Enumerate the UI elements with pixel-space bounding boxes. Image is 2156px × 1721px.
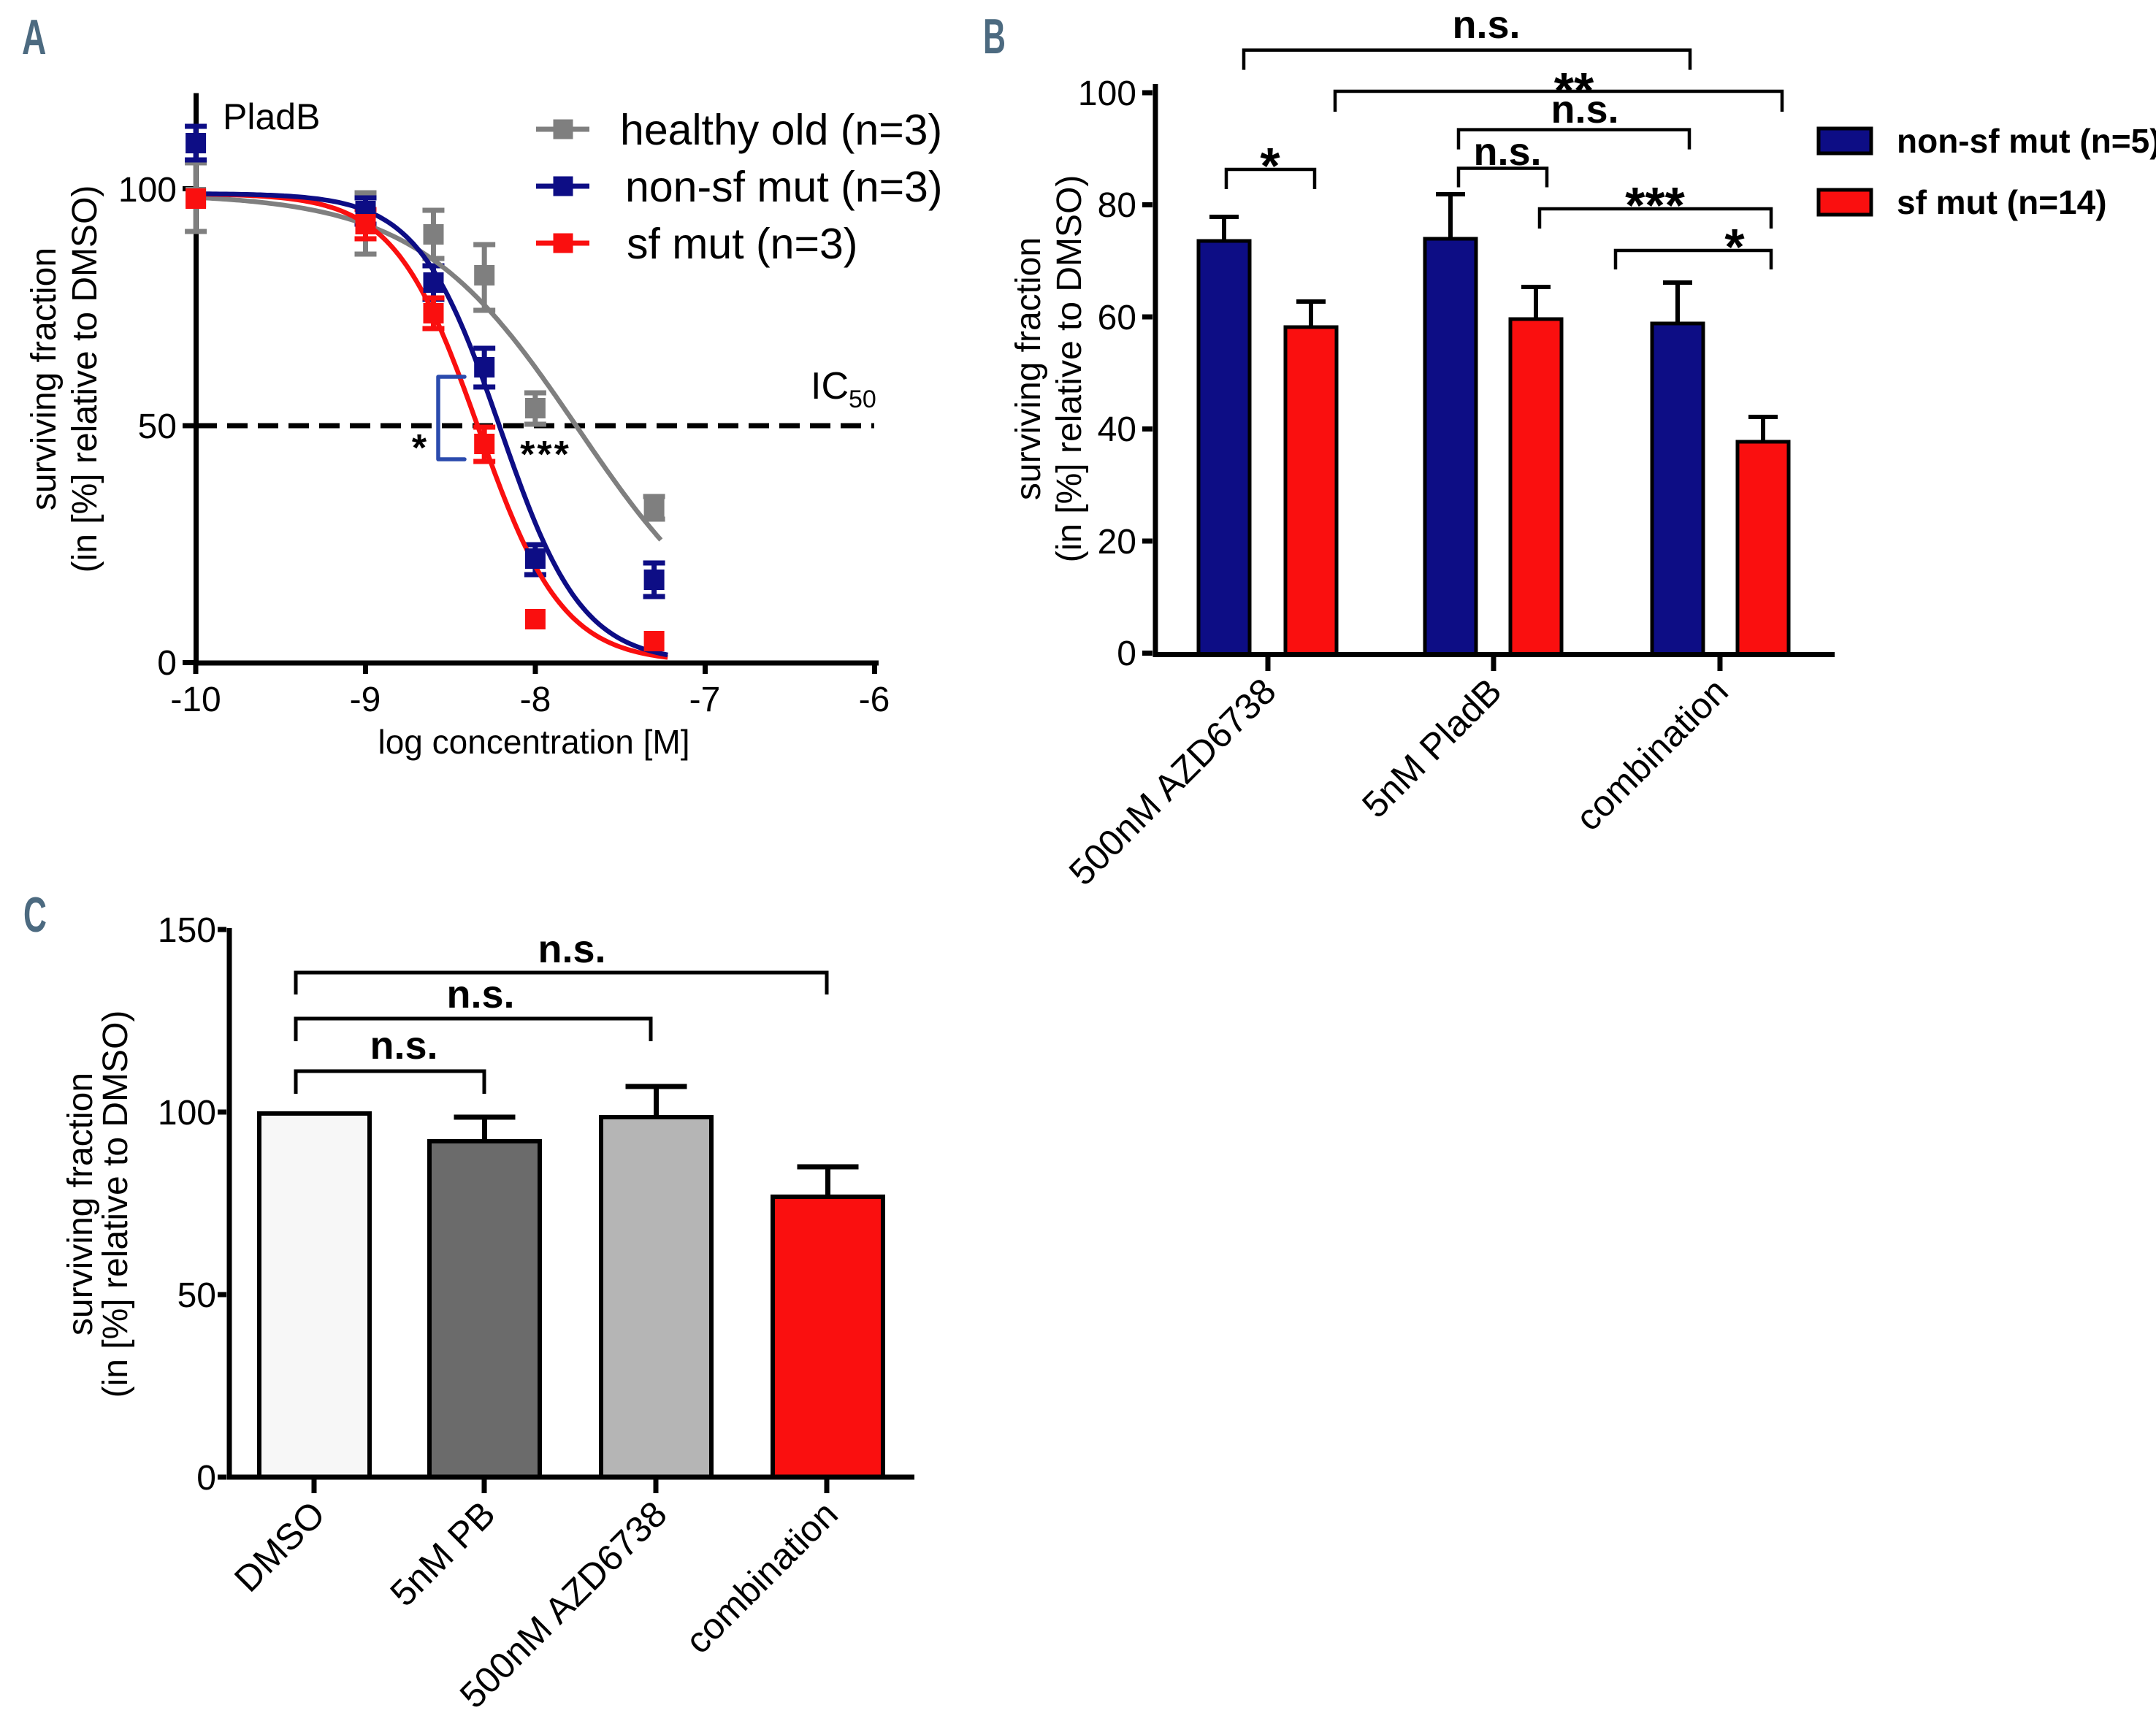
svg-text:B: B	[983, 9, 1006, 64]
svg-text:80: 80	[1098, 186, 1136, 225]
svg-text:100: 100	[1078, 74, 1136, 113]
svg-text:0: 0	[157, 644, 177, 683]
svg-text:***: ***	[1625, 177, 1685, 234]
svg-text:150: 150	[158, 911, 216, 950]
svg-text:50: 50	[138, 407, 177, 446]
svg-text:C: C	[23, 888, 47, 943]
svg-text:sf mut (n=14): sf mut (n=14)	[1897, 183, 2107, 221]
svg-text:*: *	[412, 427, 427, 469]
svg-text:surviving fraction: surviving fraction	[61, 1073, 100, 1335]
svg-text:A: A	[22, 9, 46, 65]
svg-text:non-sf mut (n=5): non-sf mut (n=5)	[1897, 122, 2156, 160]
svg-text:*: *	[1260, 137, 1280, 194]
svg-text:-6: -6	[859, 681, 890, 719]
svg-text:100: 100	[118, 171, 177, 210]
svg-text:50: 50	[177, 1276, 216, 1315]
svg-text:n.s.: n.s.	[1551, 88, 1618, 131]
svg-text:surviving fraction: surviving fraction	[1009, 237, 1048, 500]
svg-text:**: **	[1554, 62, 1594, 119]
svg-text:20: 20	[1098, 523, 1136, 561]
svg-text:-9: -9	[350, 681, 381, 719]
svg-text:n.s.: n.s.	[1473, 130, 1541, 174]
svg-text:log concentration [M]: log concentration [M]	[378, 723, 689, 761]
svg-text:sf mut (n=3): sf mut (n=3)	[627, 220, 857, 268]
svg-text:0: 0	[196, 1459, 216, 1498]
svg-text:n.s.: n.s.	[370, 1024, 437, 1068]
svg-text:healthy old (n=3): healthy old (n=3)	[620, 106, 942, 154]
svg-text:*: *	[1724, 218, 1745, 275]
svg-text:non-sf mut (n=3): non-sf mut (n=3)	[625, 163, 943, 211]
svg-text:n.s.: n.s.	[1452, 3, 1520, 47]
svg-text:surviving fraction: surviving fraction	[25, 248, 64, 510]
svg-text:***: ***	[520, 434, 571, 476]
svg-text:n.s.: n.s.	[538, 927, 605, 971]
svg-text:0: 0	[1117, 635, 1136, 673]
svg-text:(in [%] relative to DMSO): (in [%] relative to DMSO)	[66, 185, 104, 573]
svg-text:n.s.: n.s.	[446, 973, 514, 1016]
svg-text:100: 100	[158, 1094, 216, 1132]
svg-text:-8: -8	[520, 681, 551, 719]
svg-text:60: 60	[1098, 299, 1136, 337]
svg-text:PladB: PladB	[223, 96, 320, 137]
svg-text:(in [%] relative to DMSO): (in [%] relative to DMSO)	[96, 1011, 135, 1398]
svg-text:40: 40	[1098, 410, 1136, 449]
svg-text:(in [%] relative to DMSO): (in [%] relative to DMSO)	[1050, 175, 1089, 563]
svg-text:-10: -10	[170, 681, 221, 719]
svg-text:-7: -7	[689, 681, 721, 719]
